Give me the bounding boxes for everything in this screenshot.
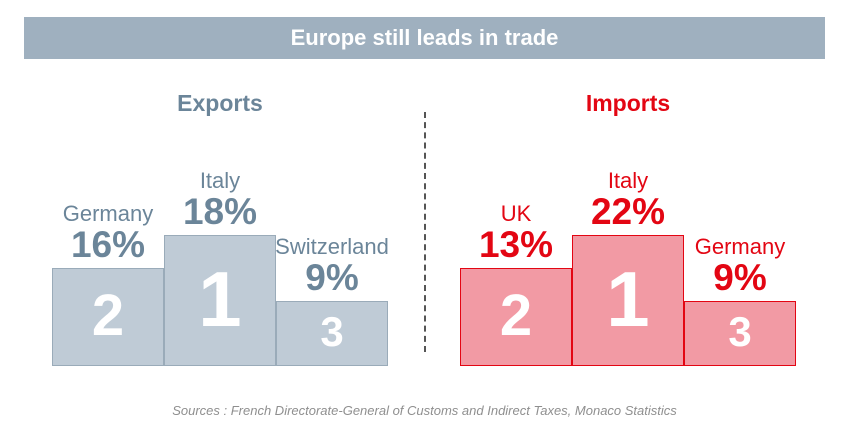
category-label: Italy [199,168,241,193]
rank-number: 1 [606,254,650,343]
category-label: Switzerland [275,234,389,259]
podium-step-exports-1: 1 [164,235,276,366]
category-label: Germany [62,201,154,226]
value-label: 9% [305,257,359,298]
value-label: 13% [478,224,554,265]
imports-panel: Imports 2 UK 13% 1 Italy 22% 3 Germany 9% [428,0,828,440]
podium-step-imports-1: 1 [572,235,684,366]
step-label: Germany 9% [660,235,820,297]
exports-title: Exports [177,90,263,116]
podium-step-imports-2: 2 [460,268,572,366]
source-note: Sources : French Directorate-General of … [172,403,677,418]
value-label: 22% [590,191,666,232]
step-label: Switzerland 9% [252,235,412,297]
value-label: 18% [182,191,258,232]
rank-number: 2 [499,282,533,348]
imports-title: Imports [585,90,671,116]
exports-panel: Exports 2 Germany 16% 1 Italy 18% 3 Switzerland… [20,0,420,440]
title-banner: Europe still leads in trade [24,17,825,59]
category-label: UK [500,201,532,226]
rank-number: 2 [91,282,125,348]
podium-step-exports-3: 3 [276,301,388,366]
step-label: Italy 22% [548,169,708,231]
podium-step-imports-3: 3 [684,301,796,366]
step-label: Germany 16% [28,202,188,264]
category-label: Germany [694,234,786,259]
rank-number: 3 [728,308,752,356]
step-label: UK 13% [436,202,596,264]
rank-number: 1 [198,254,242,343]
category-label: Italy [607,168,649,193]
panel-divider [424,112,426,352]
rank-number: 3 [320,308,344,356]
podium-step-exports-2: 2 [52,268,164,366]
step-label: Italy 18% [140,169,300,231]
value-label: 16% [70,224,146,265]
value-label: 9% [713,257,767,298]
